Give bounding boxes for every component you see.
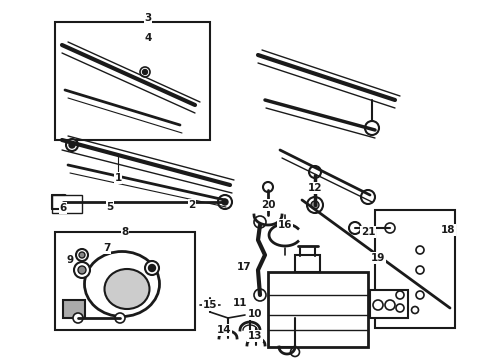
Circle shape (140, 67, 150, 77)
Text: 11: 11 (233, 298, 247, 308)
Circle shape (307, 197, 323, 213)
Ellipse shape (104, 269, 149, 309)
Circle shape (309, 166, 321, 178)
Text: 10: 10 (248, 309, 262, 319)
Circle shape (291, 347, 299, 356)
Text: 21: 21 (361, 227, 375, 237)
Bar (295, 255, 320, 272)
Bar (370, 290, 408, 318)
Circle shape (365, 121, 379, 135)
Bar (52, 195, 82, 213)
Text: 16: 16 (278, 220, 292, 230)
Circle shape (373, 300, 383, 310)
Circle shape (73, 313, 83, 323)
Text: 4: 4 (145, 33, 152, 43)
Text: 17: 17 (237, 262, 251, 272)
Text: 20: 20 (261, 200, 275, 210)
Text: 7: 7 (103, 243, 111, 253)
Circle shape (263, 182, 273, 192)
Text: 14: 14 (217, 325, 231, 335)
Bar (55, 232, 195, 330)
Text: 13: 13 (248, 331, 262, 341)
Bar (375, 210, 455, 328)
Circle shape (76, 249, 88, 261)
Text: 9: 9 (67, 255, 74, 265)
Circle shape (143, 69, 147, 75)
Circle shape (66, 139, 78, 151)
Circle shape (222, 199, 228, 205)
Text: 19: 19 (371, 253, 385, 263)
Text: 5: 5 (106, 202, 114, 212)
Circle shape (412, 306, 418, 314)
Circle shape (254, 216, 266, 228)
Circle shape (60, 199, 66, 205)
Circle shape (396, 304, 404, 312)
Circle shape (78, 266, 86, 274)
Circle shape (416, 246, 424, 254)
Ellipse shape (84, 252, 160, 316)
Circle shape (416, 291, 424, 299)
Circle shape (311, 201, 319, 209)
Text: 6: 6 (59, 203, 67, 213)
Circle shape (385, 223, 395, 233)
Text: 2: 2 (188, 200, 196, 210)
Circle shape (396, 291, 404, 299)
Bar (63, 300, 85, 318)
Circle shape (254, 289, 266, 301)
Text: 1: 1 (114, 173, 122, 183)
Text: 8: 8 (122, 227, 128, 237)
Circle shape (79, 252, 85, 258)
Bar (55, 22, 210, 140)
Circle shape (416, 266, 424, 274)
Circle shape (115, 313, 125, 323)
Text: 12: 12 (308, 183, 322, 193)
Text: 18: 18 (441, 225, 455, 235)
Circle shape (385, 300, 395, 310)
Circle shape (218, 195, 232, 209)
Bar (268, 272, 368, 347)
Circle shape (69, 142, 75, 148)
Circle shape (361, 190, 375, 204)
Circle shape (148, 265, 155, 271)
Text: 3: 3 (145, 13, 151, 23)
Text: 15: 15 (203, 300, 217, 310)
Circle shape (145, 261, 159, 275)
Circle shape (56, 195, 70, 209)
Circle shape (349, 222, 361, 234)
Circle shape (74, 262, 90, 278)
